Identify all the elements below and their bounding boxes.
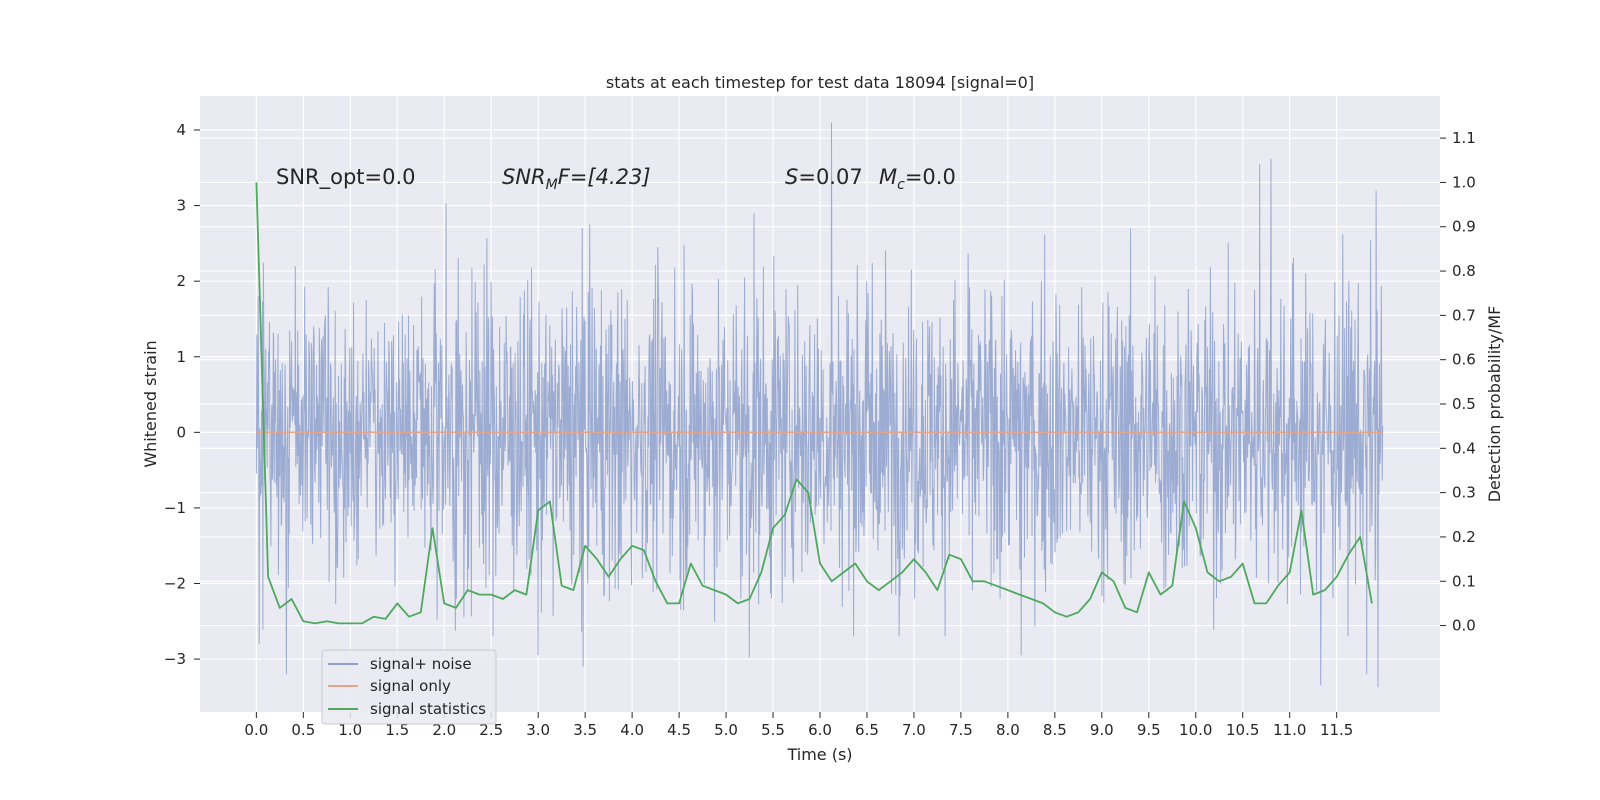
x-tick-label: 7.5 [949, 721, 973, 739]
x-tick-label: 10.0 [1179, 721, 1212, 739]
x-axis-label: Time (s) [786, 745, 852, 764]
legend: signal+ noise signal only signal statist… [321, 649, 497, 725]
y2-tick-label: 0.4 [1452, 439, 1476, 457]
x-tick-label: 2.5 [479, 721, 503, 739]
y2-tick-label: 0.1 [1452, 572, 1476, 590]
x-tick-label: 8.0 [996, 721, 1020, 739]
signal-statistics-line [255, 182, 1373, 625]
x-tick-label: 1.0 [338, 721, 362, 739]
legend-label-signal-statistics: signal statistics [370, 700, 486, 718]
right-y-axis-label: Detection probability/MF [1485, 306, 1504, 503]
y-tick-label: −2 [164, 575, 186, 593]
x-tick-label: 11.5 [1320, 721, 1353, 739]
annotation-s-statistic: S=0.07 [785, 165, 863, 189]
y-axis-label: Whitened strain [141, 340, 160, 467]
annotation-snr-mf: SNRMF=[4.23] [502, 165, 651, 193]
chart-title: stats at each timestep for test data 180… [606, 73, 1034, 92]
x-tick-label: 5.5 [761, 721, 785, 739]
signal-statistics-series [255, 182, 1373, 625]
x-tick-label: 4.5 [667, 721, 691, 739]
x-tick-label: 9.0 [1090, 721, 1114, 739]
x-tick-label: 8.5 [1043, 721, 1067, 739]
y-tick-label: −3 [164, 650, 186, 668]
x-axis-ticks: 0.0 0.5 1.0 1.5 2.0 2.5 3.0 3.5 4.0 4.5 5.0 5.5 6.0 6… [244, 712, 1353, 739]
y2-tick-label: 0.8 [1452, 262, 1476, 280]
x-tick-label: 3.5 [573, 721, 597, 739]
legend-label-signal-plus-noise: signal+ noise [370, 655, 472, 673]
x-tick-label: 6.5 [855, 721, 879, 739]
y-tick-label: 4 [176, 121, 186, 139]
x-tick-label: 3.0 [526, 721, 550, 739]
y-tick-label: 1 [176, 348, 186, 366]
y2-tick-label: 0.9 [1452, 218, 1476, 236]
legend-box [321, 649, 497, 725]
y2-tick-label: 0.6 [1452, 351, 1476, 369]
y-tick-label: −1 [164, 499, 186, 517]
x-tick-label: 10.5 [1226, 721, 1259, 739]
x-tick-label: 0.5 [291, 721, 315, 739]
x-tick-label: 7.0 [902, 721, 926, 739]
y2-tick-label: 1.1 [1452, 129, 1476, 147]
y2-tick-label: 1.0 [1452, 173, 1476, 191]
y-axis-ticks: −3 −2 −1 0 1 2 3 4 [164, 121, 200, 668]
x-tick-label: 11.0 [1273, 721, 1306, 739]
y-tick-label: 3 [176, 197, 186, 215]
y2-tick-label: 0.0 [1452, 617, 1476, 635]
y2-tick-label: 0.5 [1452, 395, 1476, 413]
y2-tick-label: 0.2 [1452, 528, 1476, 546]
x-tick-label: 0.0 [244, 721, 268, 739]
x-tick-label: 9.5 [1137, 721, 1161, 739]
signal-plus-noise-line [255, 122, 1384, 688]
signal-plus-noise-series [255, 122, 1384, 688]
annotation-snr-opt: SNR_opt=0.0 [276, 165, 416, 190]
y-tick-label: 2 [176, 272, 186, 290]
x-tick-label: 6.0 [808, 721, 832, 739]
x-tick-label: 2.0 [432, 721, 456, 739]
x-tick-label: 5.0 [714, 721, 738, 739]
x-tick-label: 4.0 [620, 721, 644, 739]
right-y-axis-ticks: 0.0 0.1 0.2 0.3 0.4 0.5 0.6 0.7 0.8 0.9 1.0 1.1 [1440, 129, 1476, 635]
x-tick-label: 1.5 [385, 721, 409, 739]
y2-tick-label: 0.7 [1452, 306, 1476, 324]
y-tick-label: 0 [176, 423, 186, 441]
legend-label-signal-only: signal only [370, 677, 451, 695]
y2-tick-label: 0.3 [1452, 484, 1476, 502]
annotation-chirp-mass: Mc=0.0 [879, 165, 956, 193]
